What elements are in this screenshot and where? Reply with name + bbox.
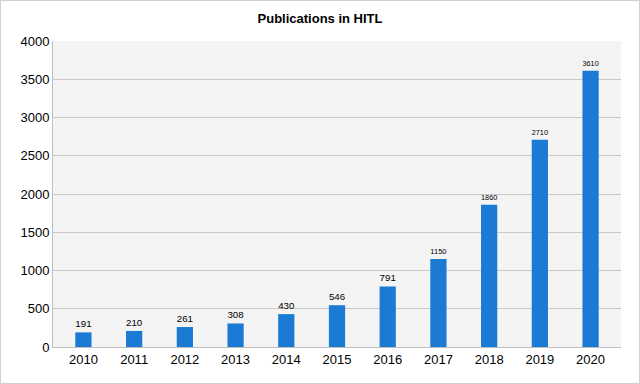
svg-text:1860: 1860	[481, 193, 497, 202]
svg-text:3000: 3000	[20, 110, 49, 125]
svg-text:0: 0	[42, 340, 49, 355]
svg-text:2018: 2018	[475, 352, 504, 367]
svg-text:2000: 2000	[20, 187, 49, 202]
svg-text:2500: 2500	[20, 148, 49, 163]
svg-text:3610: 3610	[582, 59, 598, 68]
svg-text:546: 546	[329, 291, 345, 302]
svg-text:210: 210	[126, 317, 143, 328]
svg-text:1500: 1500	[20, 225, 49, 240]
svg-text:2710: 2710	[532, 128, 548, 137]
svg-text:1150: 1150	[430, 247, 446, 256]
svg-text:Publications in HITL: Publications in HITL	[258, 11, 383, 26]
svg-text:261: 261	[177, 313, 193, 324]
svg-text:2016: 2016	[373, 352, 402, 367]
svg-text:791: 791	[380, 272, 396, 283]
svg-text:430: 430	[278, 300, 295, 311]
svg-text:3500: 3500	[20, 72, 49, 87]
svg-text:2013: 2013	[221, 352, 250, 367]
svg-text:2010: 2010	[69, 352, 98, 367]
svg-text:2014: 2014	[272, 352, 301, 367]
svg-text:191: 191	[75, 318, 91, 329]
svg-text:1000: 1000	[20, 263, 49, 278]
svg-text:2019: 2019	[525, 352, 554, 367]
svg-text:2015: 2015	[323, 352, 352, 367]
svg-text:2012: 2012	[170, 352, 199, 367]
svg-text:2011: 2011	[120, 352, 148, 367]
svg-text:2017: 2017	[424, 352, 453, 367]
svg-text:2020: 2020	[576, 352, 605, 367]
svg-text:4000: 4000	[20, 34, 49, 49]
svg-text:500: 500	[28, 301, 50, 316]
svg-text:308: 308	[227, 309, 243, 320]
